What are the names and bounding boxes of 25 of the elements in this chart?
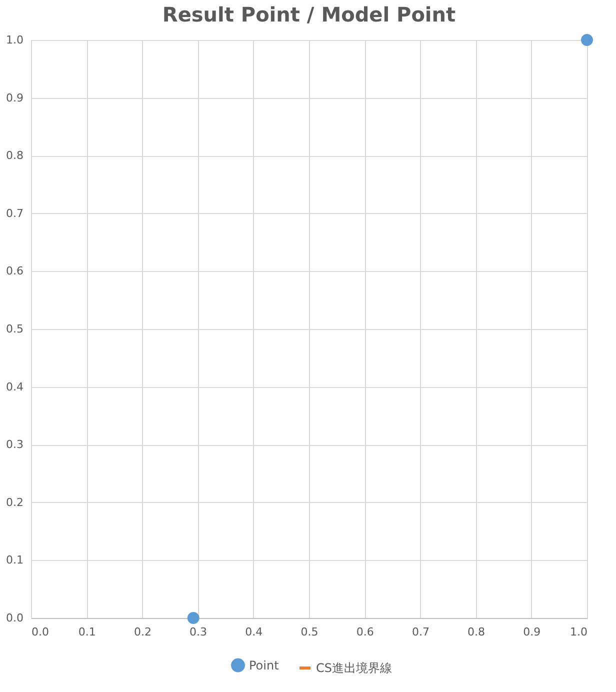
y-tick-label: 0.1 [6, 554, 24, 567]
x-tick-label: 0.3 [190, 626, 208, 638]
legend-label: Point [249, 658, 280, 672]
x-tick-label: 0.5 [300, 626, 318, 638]
y-tick-label: 0.3 [6, 438, 24, 452]
x-tick-label: 0.8 [468, 626, 486, 638]
y-tick-label: 0.6 [6, 264, 24, 278]
x-tick-label: 0.0 [32, 626, 49, 638]
y-tick-label: 0.0 [6, 612, 24, 624]
y-tick-label: 0.9 [6, 91, 24, 104]
y-tick-label: 1.0 [6, 34, 24, 46]
x-tick-label: 0.1 [78, 626, 96, 638]
x-tick-label: 1.0 [570, 626, 588, 638]
x-tick-label: 0.2 [134, 626, 152, 638]
chart-title: Result Point / Model Point [162, 2, 456, 27]
x-tick-label: 0.9 [523, 626, 541, 638]
y-tick-label: 0.7 [6, 206, 24, 220]
y-tick-label: 0.4 [6, 380, 24, 394]
y-tick-label: 0.8 [6, 149, 24, 162]
x-tick-label: 0.7 [412, 626, 430, 638]
legend-label: CS進出境界線 [316, 661, 392, 675]
y-tick-label: 0.2 [6, 496, 24, 509]
x-tick-label: 0.6 [356, 626, 374, 638]
y-tick-label: 0.5 [6, 322, 24, 336]
x-tick-label: 0.4 [245, 626, 263, 638]
